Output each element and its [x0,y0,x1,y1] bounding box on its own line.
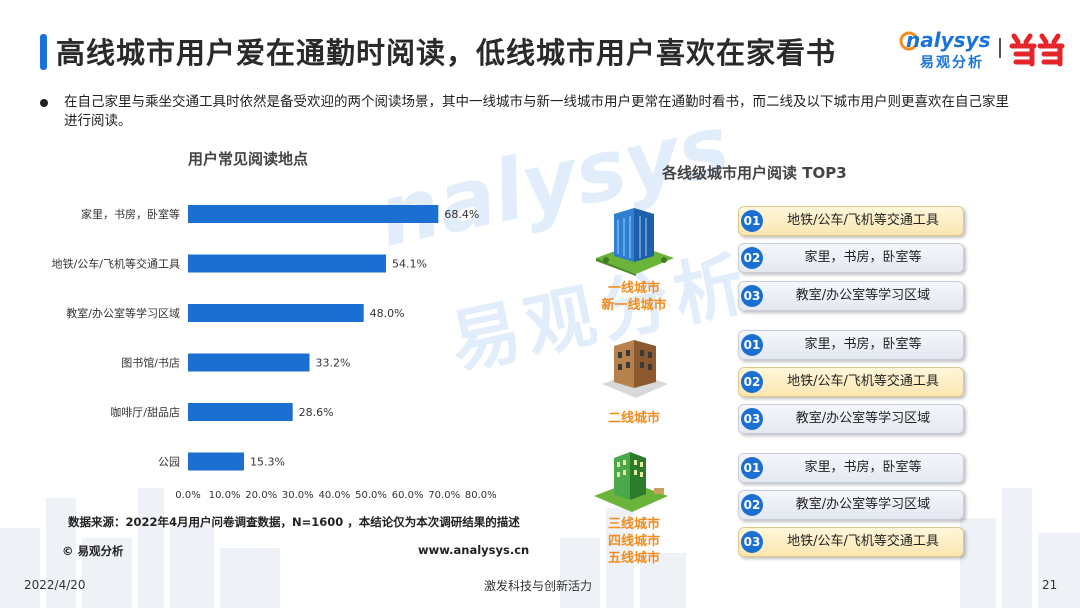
tier1-building-icon [596,208,674,276]
copyright-text: © 易观分析 [62,544,124,558]
x-tick-label: 50.0% [355,490,387,501]
rank-number: 02 [741,371,763,393]
rank-number: 01 [741,210,763,232]
rank-text: 教室/办公室等学习区域 [795,288,931,303]
footer-slogan: 激发科技与创新活力 [484,579,593,593]
rank-text: 地铁/公车/飞机等交通工具 [787,213,939,228]
page-title: 高线城市用户爱在通勤时阅读，低线城市用户喜欢在家看书 [56,36,837,70]
rank-number: 03 [741,408,763,430]
brand-name-cn: 易观分析 [920,55,984,71]
title-accent-bar [40,34,47,70]
rank-number: 01 [741,457,763,479]
analysys-logo-icon [899,31,919,51]
rank-number: 03 [741,285,763,307]
category-label: 咖啡厅/甜品店 [110,405,180,419]
x-tick-label: 80.0% [465,490,497,501]
bar [188,452,244,471]
tier1-label-line2: 新一线城市 [601,298,667,313]
rank-box: 03 教室/办公室等学习区域 [738,281,964,311]
bar [188,353,310,372]
background-skyline [0,488,1080,608]
x-tick-label: 0.0% [175,490,200,501]
bar [188,304,364,322]
rank-text: 地铁/公车/飞机等交通工具 [787,374,939,389]
data-label: 28.6% [299,406,334,419]
category-label: 公园 [158,456,180,469]
tier3-label: 三线城市 四线城市 五线城市 [584,516,684,567]
x-tick-label: 60.0% [392,490,424,501]
rank-box: 03 地铁/公车/飞机等交通工具 [738,527,964,557]
rank-number: 03 [741,531,763,553]
tier3-building-icon [594,452,668,512]
brand-name-en: nalysys [906,28,991,52]
rank-text: 家里，书房，卧室等 [804,337,922,352]
data-source-note: 数据来源：2022年4月用户问卷调查数据，N=1600 ，本结论仅为本次调研结果… [68,515,520,529]
rank-number: 02 [741,494,763,516]
rank-box: 01 家里，书房，卧室等 [738,330,964,360]
tier3-label-line1: 三线城市 [607,517,660,532]
data-label: 54.1% [392,258,427,271]
rank-text: 教室/办公室等学习区域 [795,411,931,426]
rank-box: 02 教室/办公室等学习区域 [738,490,964,520]
rank-box: 02 地铁/公车/飞机等交通工具 [738,367,964,397]
reading-location-bar-chart: 家里，书房，卧室等 68.4% 地铁/公车/飞机等交通工具 54.1% 教室/办公室等学… [52,205,497,501]
category-label: 图书馆/书店 [121,356,180,370]
rank-number: 02 [741,247,763,269]
footer-date: 2022/4/20 [24,578,86,592]
category-label: 家里，书房，卧室等 [81,207,180,221]
page-number: 21 [1042,578,1058,592]
logo-divider [999,38,1001,58]
tier1-label: 一线城市 新一线城市 [584,280,684,314]
data-label: 33.2% [316,357,351,370]
rank-box: 01 地铁/公车/飞机等交通工具 [738,206,964,236]
rank-text: 地铁/公车/飞机等交通工具 [787,534,939,549]
brand-logos: nalysys 易观分析 [898,26,1068,76]
category-label: 地铁/公车/飞机等交通工具 [52,257,180,271]
bar [188,254,387,273]
rank-text: 家里，书房，卧室等 [804,250,922,265]
bar [188,403,293,421]
rank-box: 03 教室/办公室等学习区域 [738,404,964,434]
category-label: 教室/办公室等学习区域 [66,306,180,320]
x-tick-label: 20.0% [245,490,277,501]
tier1-label-line1: 一线城市 [607,281,660,296]
x-tick-label: 70.0% [428,490,460,501]
dangdang-logo-icon [1009,33,1065,67]
rank-text: 家里，书房，卧室等 [804,460,922,475]
left-chart-title: 用户常见阅读地点 [188,150,309,168]
tier2-label: 二线城市 [584,410,684,427]
rank-number: 01 [741,334,763,356]
right-chart-title: 各线级城市用户阅读 TOP3 [662,164,847,182]
data-label: 48.0% [370,307,405,320]
x-tick-label: 30.0% [282,490,314,501]
website-link[interactable]: www.analysys.cn [418,543,530,557]
bar [188,205,439,223]
tier2-label-line1: 二线城市 [607,411,660,426]
summary-text: 在自己家里与乘坐交通工具时依然是备受欢迎的两个阅读场景，其中一线城市与新一线城市… [64,94,1009,129]
data-label: 15.3% [250,456,285,469]
x-tick-label: 40.0% [319,490,351,501]
data-label: 68.4% [444,208,479,221]
rank-box: 01 家里，书房，卧室等 [738,453,964,483]
tier3-label-line2: 四线城市 [607,534,660,549]
rank-box: 02 家里，书房，卧室等 [738,243,964,273]
tier3-label-line3: 五线城市 [607,551,660,566]
bullet-point-icon [40,99,48,107]
x-tick-label: 10.0% [209,490,241,501]
tier2-building-icon [602,340,668,398]
rank-text: 教室/办公室等学习区域 [795,497,931,512]
